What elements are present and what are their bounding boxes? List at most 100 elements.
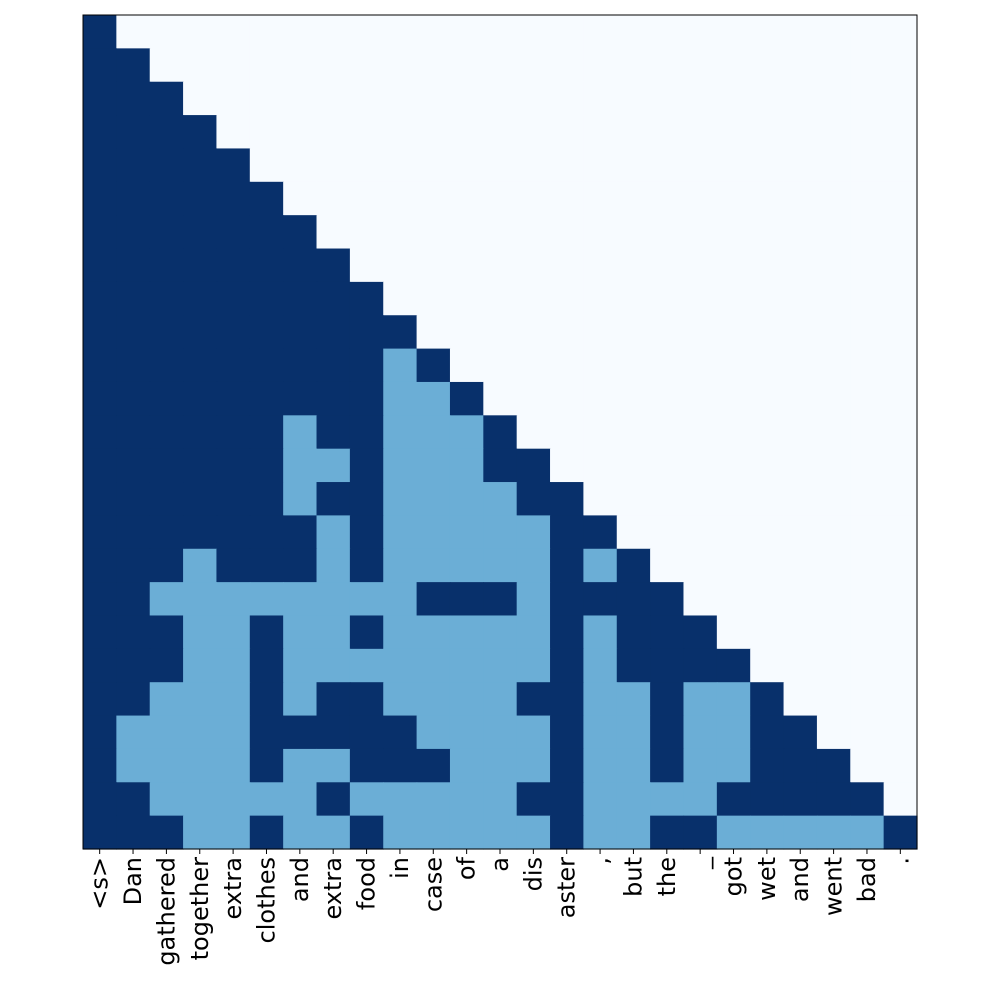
- heatmap-cell-r4-c0: [83, 148, 117, 183]
- heatmap-cell-r4-c9: [383, 148, 418, 183]
- heatmap-cell-r18-c17: [650, 615, 685, 650]
- heatmap-cell-r12-c17: [650, 415, 685, 450]
- heatmap-cell-r6-c6: [283, 215, 318, 250]
- heatmap-cell-r1-c18: [683, 48, 718, 83]
- heatmap-cell-r16-c19: [716, 548, 751, 583]
- heatmap-cell-r3-c1: [116, 115, 151, 150]
- heatmap-cell-r16-c2: [149, 548, 184, 583]
- heatmap-cell-r22-c16: [616, 748, 651, 783]
- heatmap-cell-r23-c0: [83, 782, 117, 817]
- heatmap-cell-r1-c13: [516, 48, 551, 83]
- heatmap-cell-r9-c16: [616, 315, 651, 350]
- heatmap-cell-r18-c1: [116, 615, 151, 650]
- heatmap-cell-r23-c20: [750, 782, 785, 817]
- heatmap-cell-r11-c19: [716, 381, 751, 416]
- heatmap-cell-r10-c12: [483, 348, 518, 383]
- heatmap-cell-r8-c23: [850, 281, 885, 316]
- heatmap-cell-r8-c20: [750, 281, 785, 316]
- heatmap-cell-r24-c4: [216, 815, 251, 850]
- x-tick-label: .: [886, 857, 914, 865]
- heatmap-cell-r3-c12: [483, 115, 518, 150]
- heatmap-cell-r20-c10: [416, 682, 451, 717]
- heatmap-cell-r23-c9: [383, 782, 418, 817]
- heatmap-cell-r12-c12: [483, 415, 518, 450]
- heatmap-cell-r11-c22: [816, 381, 851, 416]
- heatmap-cell-r9-c13: [516, 315, 551, 350]
- heatmap-cell-r1-c14: [550, 48, 584, 83]
- heatmap-cell-r17-c7: [316, 582, 351, 617]
- heatmap-cell-r14-c19: [716, 482, 751, 516]
- heatmap-cell-r21-c23: [850, 715, 885, 750]
- heatmap-cell-r19-c8: [349, 648, 384, 683]
- heatmap-cell-r2-c9: [383, 81, 418, 116]
- heatmap-cell-r12-c14: [550, 415, 584, 450]
- heatmap-cell-r10-c20: [750, 348, 785, 383]
- heatmap-cell-r17-c6: [283, 582, 318, 617]
- heatmap-cell-r10-c14: [550, 348, 584, 383]
- heatmap-cell-r13-c24: [883, 448, 918, 483]
- heatmap-cell-r1-c20: [750, 48, 785, 83]
- heatmap-cell-r14-c20: [750, 482, 785, 516]
- heatmap-cell-r6-c1: [116, 215, 151, 250]
- heatmap-cell-r10-c21: [783, 348, 818, 383]
- heatmap-cell-r9-c11: [449, 315, 484, 350]
- heatmap-cell-r1-c8: [349, 48, 384, 83]
- heatmap-cell-r3-c21: [783, 115, 818, 150]
- heatmap-cell-r0-c24: [883, 15, 918, 49]
- heatmap-cell-r7-c18: [683, 248, 718, 283]
- heatmap-cell-r3-c5: [249, 115, 284, 150]
- heatmap-cell-r20-c14: [550, 682, 584, 717]
- heatmap-cell-r24-c12: [483, 815, 518, 850]
- heatmap-cell-r8-c10: [416, 281, 451, 316]
- heatmap-cell-r4-c4: [216, 148, 251, 183]
- heatmap-cell-r12-c9: [383, 415, 418, 450]
- heatmap-cell-r7-c16: [616, 248, 651, 283]
- heatmap-cell-r2-c8: [349, 81, 384, 116]
- heatmap-cell-r7-c11: [449, 248, 484, 283]
- heatmap-cell-r17-c24: [883, 582, 918, 617]
- heatmap-cell-r9-c19: [716, 315, 751, 350]
- heatmap-cell-r1-c24: [883, 48, 918, 83]
- heatmap-cell-r17-c23: [850, 582, 885, 617]
- heatmap-cell-r8-c11: [449, 281, 484, 316]
- heatmap-cell-r16-c3: [183, 548, 218, 583]
- heatmap-cell-r16-c15: [583, 548, 618, 583]
- heatmap-cell-r9-c21: [783, 315, 818, 350]
- heatmap-cell-r10-c22: [816, 348, 851, 383]
- x-tick-label: in: [386, 857, 414, 879]
- x-tick-label: but: [619, 857, 647, 897]
- heatmap-cell-r10-c15: [583, 348, 618, 383]
- heatmap-cell-r9-c12: [483, 315, 518, 350]
- heatmap-cell-r23-c19: [716, 782, 751, 817]
- heatmap-cell-r15-c5: [249, 515, 284, 550]
- heatmap-cell-r5-c0: [83, 181, 117, 216]
- heatmap-cell-r6-c12: [483, 215, 518, 250]
- heatmap-cell-r5-c19: [716, 181, 751, 216]
- heatmap-cell-r16-c1: [116, 548, 151, 583]
- heatmap-cell-r15-c9: [383, 515, 418, 550]
- heatmap-cell-r12-c11: [449, 415, 484, 450]
- heatmap-cell-r11-c7: [316, 381, 351, 416]
- heatmap-cell-r21-c22: [816, 715, 851, 750]
- heatmap-cell-r9-c7: [316, 315, 351, 350]
- heatmap-cell-r11-c13: [516, 381, 551, 416]
- x-tick-label: ,: [586, 857, 614, 865]
- heatmap-cell-r8-c16: [616, 281, 651, 316]
- heatmap-cell-r15-c1: [116, 515, 151, 550]
- heatmap-cell-r19-c7: [316, 648, 351, 683]
- heatmap-cell-r4-c24: [883, 148, 918, 183]
- heatmap-cell-r2-c17: [650, 81, 685, 116]
- heatmap-cell-r4-c12: [483, 148, 518, 183]
- heatmap-cell-r18-c10: [416, 615, 451, 650]
- heatmap-cell-r14-c11: [449, 482, 484, 516]
- heatmap-cell-r7-c20: [750, 248, 785, 283]
- heatmap-cell-r7-c4: [216, 248, 251, 283]
- heatmap-cell-r9-c14: [550, 315, 584, 350]
- heatmap-cell-r13-c9: [383, 448, 418, 483]
- heatmap-cell-r5-c3: [183, 181, 218, 216]
- heatmap-cell-r11-c1: [116, 381, 151, 416]
- heatmap-cell-r17-c4: [216, 582, 251, 617]
- x-tick-label: dis: [519, 857, 547, 891]
- heatmap-cell-r21-c10: [416, 715, 451, 750]
- heatmap-cell-r12-c18: [683, 415, 718, 450]
